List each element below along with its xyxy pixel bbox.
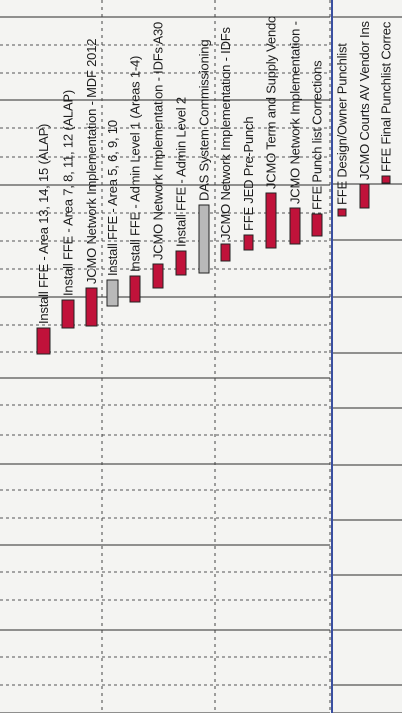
task-label: JCMO Courts AV Vendor Ins: [357, 21, 372, 180]
task-label: FFE JED Pre-Punch: [241, 117, 256, 231]
task-bar[interactable]: [152, 263, 164, 289]
task-bar[interactable]: [359, 183, 370, 209]
task-bar[interactable]: [129, 275, 141, 303]
task-label: DAS System Commissioning: [197, 40, 212, 201]
task-label: JCMO Network Implementation -: [288, 21, 303, 204]
task-label: JCMO Network Implementation - IDFs A30: [151, 22, 166, 260]
task-bar[interactable]: [265, 192, 277, 249]
task-label: Install FFE - Admin Level 2: [174, 97, 189, 247]
task-label: FFE Design/Owner Punchlist: [335, 43, 350, 205]
task-bar[interactable]: [289, 207, 301, 245]
task-bars: [36, 175, 391, 355]
task-label: FFE Punch list Corrections: [310, 60, 325, 210]
task-bar[interactable]: [220, 243, 231, 262]
task-bar[interactable]: [198, 204, 210, 274]
task-label: Install FFE - Area 13, 14, 15 (ALAP): [36, 124, 51, 324]
task-bar[interactable]: [337, 208, 347, 217]
task-label: Install FFE - Area 7, 8, 11, 12 (ALAP): [61, 90, 76, 296]
task-label: Install FFE - Area 5, 6, 9, 10: [105, 120, 120, 276]
task-label: JCMO Network Implementation - IDFs: [218, 26, 233, 240]
task-bar[interactable]: [381, 175, 391, 184]
task-bar[interactable]: [311, 213, 323, 237]
task-bar[interactable]: [175, 250, 187, 276]
task-labels: Install FFE - Area 13, 14, 15 (ALAP) Inst…: [36, 16, 394, 324]
task-label: JCMO Network Implementation - MDF 2012: [84, 39, 99, 284]
task-label: Install FFE - Admin Level 1 (Areas 1-4): [128, 56, 143, 272]
task-bar[interactable]: [243, 234, 254, 251]
task-bar[interactable]: [106, 279, 119, 307]
task-label: JCMO Term and Supply Vendo: [264, 16, 279, 189]
task-bar[interactable]: [85, 287, 98, 327]
task-label: FFE Final Punchlist Correc: [379, 21, 394, 172]
task-bar[interactable]: [61, 299, 75, 329]
task-bar[interactable]: [36, 327, 51, 355]
